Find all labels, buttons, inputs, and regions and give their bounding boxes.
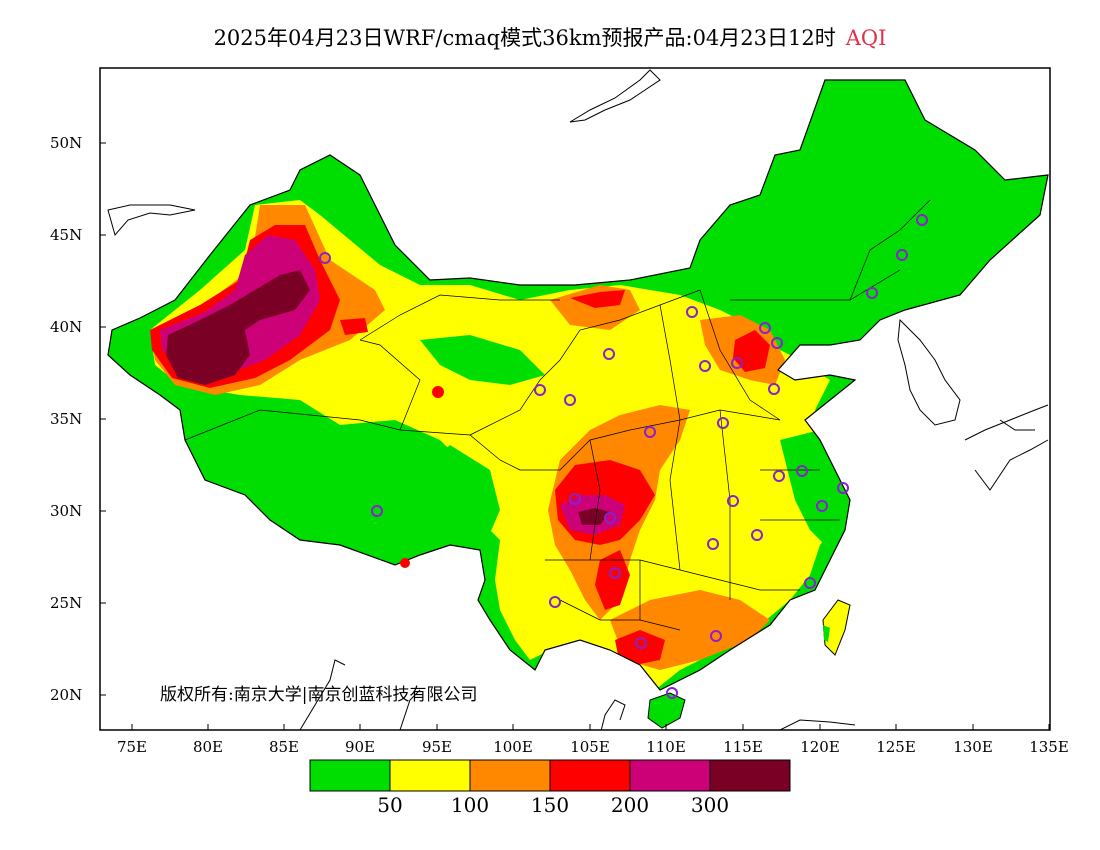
aqi-field-good — [420, 335, 545, 385]
lat-label: 30N — [50, 502, 83, 520]
station-marker — [534, 384, 546, 396]
lon-label: 135E — [1029, 738, 1069, 756]
station-marker — [916, 214, 928, 226]
legend-label: 50 — [377, 793, 403, 817]
station-marker — [896, 249, 908, 261]
lat-label: 50N — [50, 134, 83, 152]
legend-swatch — [389, 759, 471, 792]
station-marker — [549, 596, 561, 608]
station-marker — [319, 252, 331, 264]
aqi-field-good — [180, 410, 500, 560]
lon-label: 75E — [116, 738, 148, 756]
aqi-field-hazardous — [578, 508, 610, 525]
coastlines — [299, 318, 1049, 730]
lon-label: 90E — [344, 738, 376, 756]
map-frame — [99, 67, 1051, 731]
station-marker — [866, 287, 878, 299]
lon-label: 100E — [493, 738, 533, 756]
station-marker — [816, 500, 828, 512]
station-marker — [771, 337, 783, 349]
province-borders — [184, 199, 931, 631]
station-marker — [759, 322, 771, 334]
station-marker — [804, 577, 816, 589]
legend-label: 100 — [450, 793, 490, 817]
legend-label: 200 — [610, 793, 650, 817]
lat-label: 20N — [50, 686, 83, 704]
aqi-field-unhealthy — [595, 550, 630, 610]
lat-label: 25N — [50, 594, 83, 612]
station-marker — [796, 465, 808, 477]
legend-swatch — [709, 759, 791, 792]
china-border — [107, 79, 1049, 691]
lat-label: 45N — [50, 226, 83, 244]
station-marker — [371, 505, 383, 517]
legend-label: 300 — [690, 793, 730, 817]
aqi-field-hazardous — [166, 270, 310, 385]
lat-label: 35N — [50, 410, 83, 428]
station-marker — [773, 470, 785, 482]
station-marker — [837, 482, 849, 494]
station-marker — [710, 630, 722, 642]
lon-label: 80E — [192, 738, 224, 756]
legend-swatch — [469, 759, 551, 792]
copyright-text: 版权所有:南京大学|南京创蓝科技有限公司 — [160, 685, 478, 705]
neighbor-border — [569, 69, 661, 123]
lon-label: 85E — [268, 738, 300, 756]
taiwan-green — [823, 625, 830, 642]
aqi-spot — [400, 558, 410, 568]
lon-label: 130E — [953, 738, 993, 756]
title-main: 2025年04月23日WRF/cmaq模式36km预报产品:04月23日12时 — [213, 26, 836, 50]
hainan — [647, 692, 686, 729]
lon-label: 105E — [570, 738, 610, 756]
station-markers — [319, 214, 928, 699]
lon-label: 120E — [800, 738, 840, 756]
station-marker — [686, 306, 698, 318]
station-marker — [727, 495, 739, 507]
axis-ticks — [100, 142, 1050, 730]
station-marker — [731, 357, 743, 369]
aqi-spot — [432, 386, 444, 398]
station-marker — [564, 394, 576, 406]
title-variable: AQI — [845, 26, 887, 50]
station-marker — [768, 383, 780, 395]
aqi-field-good — [700, 80, 1048, 340]
station-marker — [717, 417, 729, 429]
lon-label: 110E — [646, 738, 686, 756]
station-marker — [666, 687, 678, 699]
taiwan — [822, 599, 851, 656]
neighbor-border — [107, 204, 196, 237]
legend-swatch — [309, 759, 391, 792]
station-marker — [751, 529, 763, 541]
station-marker — [604, 512, 616, 524]
station-marker — [635, 637, 647, 649]
lon-label: 95E — [421, 738, 453, 756]
station-marker — [707, 538, 719, 550]
station-marker — [644, 426, 656, 438]
station-marker — [569, 493, 581, 505]
legend-swatch — [629, 759, 711, 792]
legend-colorbar — [309, 759, 791, 792]
station-marker — [603, 348, 615, 360]
station-marker — [699, 360, 711, 372]
station-marker — [609, 567, 621, 579]
aqi-field-unhealthy — [340, 318, 368, 335]
lat-label: 40N — [50, 318, 83, 336]
lon-label: 125E — [876, 738, 916, 756]
lon-label: 115E — [723, 738, 763, 756]
aqi-field-unhealthy — [570, 290, 625, 308]
map-title: 2025年04月23日WRF/cmaq模式36km预报产品:04月23日12时 A… — [0, 22, 1100, 52]
legend-swatch — [549, 759, 631, 792]
legend-label: 150 — [530, 793, 570, 817]
